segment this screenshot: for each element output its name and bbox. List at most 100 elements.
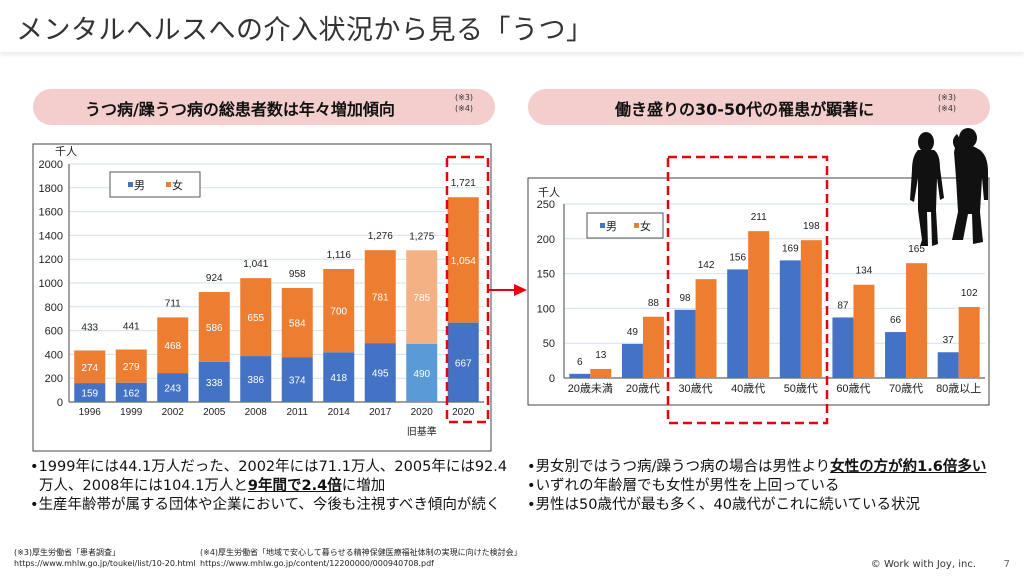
bullet-text: いずれの年齢層でも女性が男性を上回っている bbox=[535, 478, 840, 494]
y-tick-label: 50 bbox=[543, 338, 555, 350]
chart2-legend: 男 女 bbox=[586, 212, 664, 239]
bullet-emphasis: 女性の方が約1.6倍多い bbox=[830, 459, 987, 475]
source-url[interactable]: https://www.mhlw.go.jp/content/12200000/… bbox=[200, 559, 434, 568]
bullet-item: •生産年齢帯が属する団体や企業において、今後も注視すべき傾向が続く bbox=[30, 497, 501, 513]
bar-male bbox=[885, 332, 907, 378]
value-label-female: 13 bbox=[595, 350, 607, 361]
y-tick-label: 2000 bbox=[39, 159, 63, 171]
title-bar: メンタルヘルスへの介入状況から見る「うつ」 bbox=[0, 0, 1024, 52]
bar-female bbox=[240, 278, 272, 357]
bar-male bbox=[621, 343, 643, 378]
value-label-male: 159 bbox=[81, 389, 98, 400]
value-label-male: 243 bbox=[164, 384, 181, 395]
chart1-bars bbox=[74, 197, 479, 402]
bullet-text: 男性は50歳代が最も多く、40歳代がこれに続いている状況 bbox=[535, 497, 921, 513]
value-label-female: 584 bbox=[289, 319, 306, 330]
bullet-item: •1999年には44.1万人だった、2002年には71.1万人、2005年には9… bbox=[30, 459, 508, 494]
value-label-female: 102 bbox=[961, 288, 978, 299]
bar-male bbox=[447, 322, 479, 402]
legend-swatch-female bbox=[634, 223, 639, 228]
y-tick-label: 100 bbox=[537, 303, 555, 315]
y-tick-label: 600 bbox=[45, 326, 63, 338]
chart1-unit-label: 千人 bbox=[55, 145, 77, 158]
x-tick-label: 2008 bbox=[245, 407, 268, 418]
bar-male bbox=[364, 343, 396, 402]
right-banner-text: 働き盛りの30-50代の罹患が顕著に bbox=[615, 100, 875, 119]
source-3: (※3)厚生労働省「患者調査」 https://www.mhlw.go.jp/t… bbox=[14, 547, 196, 569]
total-label: 1,041 bbox=[243, 259, 268, 270]
x-tick-label: 2020 bbox=[452, 407, 475, 418]
bar-female bbox=[906, 263, 928, 378]
source-label: (※3)厚生労働省「患者調査」 bbox=[14, 548, 121, 557]
total-label: 711 bbox=[165, 298, 181, 309]
y-tick-label: 1200 bbox=[39, 254, 63, 266]
bar-male bbox=[281, 357, 313, 402]
x-tick-label: 40歳代 bbox=[731, 382, 765, 395]
chart2-labels: 6 13 20歳未満 49 88 20歳代 98 142 30歳代 156 211 40歳代 169 19… bbox=[568, 212, 982, 395]
value-label-female: 1,054 bbox=[451, 256, 476, 267]
x-tick-label: 2014 bbox=[328, 407, 351, 418]
y-tick-label: 1800 bbox=[39, 183, 63, 195]
bar-female bbox=[958, 307, 980, 378]
value-label-female: 586 bbox=[206, 323, 223, 334]
value-label-female: 134 bbox=[856, 266, 873, 277]
bar-female bbox=[198, 292, 230, 362]
value-label-male: 156 bbox=[729, 252, 746, 263]
legend-box bbox=[586, 212, 664, 239]
legend-swatch-female bbox=[166, 182, 171, 187]
x-tick-label: 2011 bbox=[286, 407, 308, 418]
value-label-male: 338 bbox=[206, 378, 223, 389]
value-label-female: 279 bbox=[123, 362, 140, 373]
bar-female bbox=[115, 349, 147, 383]
chart2-unit-label: 千人 bbox=[538, 186, 560, 199]
bullet-text: 男女別ではうつ病/躁うつ病の場合は男性より bbox=[535, 459, 831, 475]
value-label-female: 785 bbox=[413, 293, 430, 304]
value-label-male: 87 bbox=[837, 300, 849, 311]
legend-box bbox=[109, 171, 201, 198]
value-label-female: 274 bbox=[81, 363, 98, 374]
value-label-male: 386 bbox=[247, 375, 264, 386]
x-tick-label: 1996 bbox=[79, 407, 102, 418]
x-tick-label: 2005 bbox=[203, 407, 226, 418]
x-tick-label: 20歳代 bbox=[626, 382, 660, 395]
total-label: 441 bbox=[123, 322, 140, 333]
bar-female bbox=[853, 284, 875, 378]
total-label: 924 bbox=[206, 273, 223, 284]
note-ref: (※3) bbox=[938, 93, 957, 102]
bar-female bbox=[642, 316, 664, 378]
source-url[interactable]: https://www.mhlw.go.jp/toukei/list/10-20… bbox=[14, 559, 196, 568]
bar-male bbox=[779, 260, 801, 378]
source-label: (※4)厚生労働省「地域で安心して暮らせる精神保健医療福祉体制の実現に向けた検討… bbox=[200, 548, 522, 557]
x-tick-label: 1999 bbox=[120, 407, 143, 418]
x-tick-label: 60歳代 bbox=[836, 382, 870, 395]
business-people-silhouette-icon bbox=[910, 128, 988, 246]
chart2-bars bbox=[569, 231, 980, 378]
bar-female bbox=[364, 250, 396, 344]
legend-label-male: 男 bbox=[606, 221, 617, 233]
note-ref: (※4) bbox=[455, 104, 474, 113]
value-label-male: 495 bbox=[372, 369, 389, 380]
x-tick-label: 2020 bbox=[411, 407, 434, 418]
bullet-text: に増加 bbox=[341, 478, 386, 494]
bar-female bbox=[447, 197, 479, 323]
left-banner: うつ病/躁うつ病の総患者数は年々増加傾向 (※3) (※4) bbox=[33, 89, 495, 125]
right-banner-notes: (※3) (※4) bbox=[938, 92, 956, 114]
bullet-text: 1999年には44.1万人だった、2002年には71.1万人、2005年には92… bbox=[38, 459, 508, 494]
page-title: メンタルヘルスへの介入状況から見る「うつ」 bbox=[16, 15, 594, 46]
value-label-male: 162 bbox=[123, 388, 140, 399]
value-label-female: 198 bbox=[803, 221, 820, 232]
value-label-male: 169 bbox=[782, 243, 799, 254]
chart1-legend: 男 女 bbox=[109, 171, 201, 198]
total-label: 1,276 bbox=[368, 231, 393, 242]
x-tick-label: 70歳代 bbox=[889, 382, 923, 395]
bar-female bbox=[695, 279, 717, 378]
x-tick-label: 20歳未満 bbox=[568, 382, 613, 395]
total-label: 1,721 bbox=[451, 178, 476, 189]
x-tick-label: 2017 bbox=[369, 407, 392, 418]
bar-male bbox=[240, 356, 272, 402]
bar-male bbox=[937, 352, 959, 378]
value-label-female: 165 bbox=[908, 244, 925, 255]
legend-label-female: 女 bbox=[640, 219, 651, 233]
copyright: © Work with Joy, inc. bbox=[870, 559, 976, 570]
bar-male bbox=[115, 382, 147, 402]
